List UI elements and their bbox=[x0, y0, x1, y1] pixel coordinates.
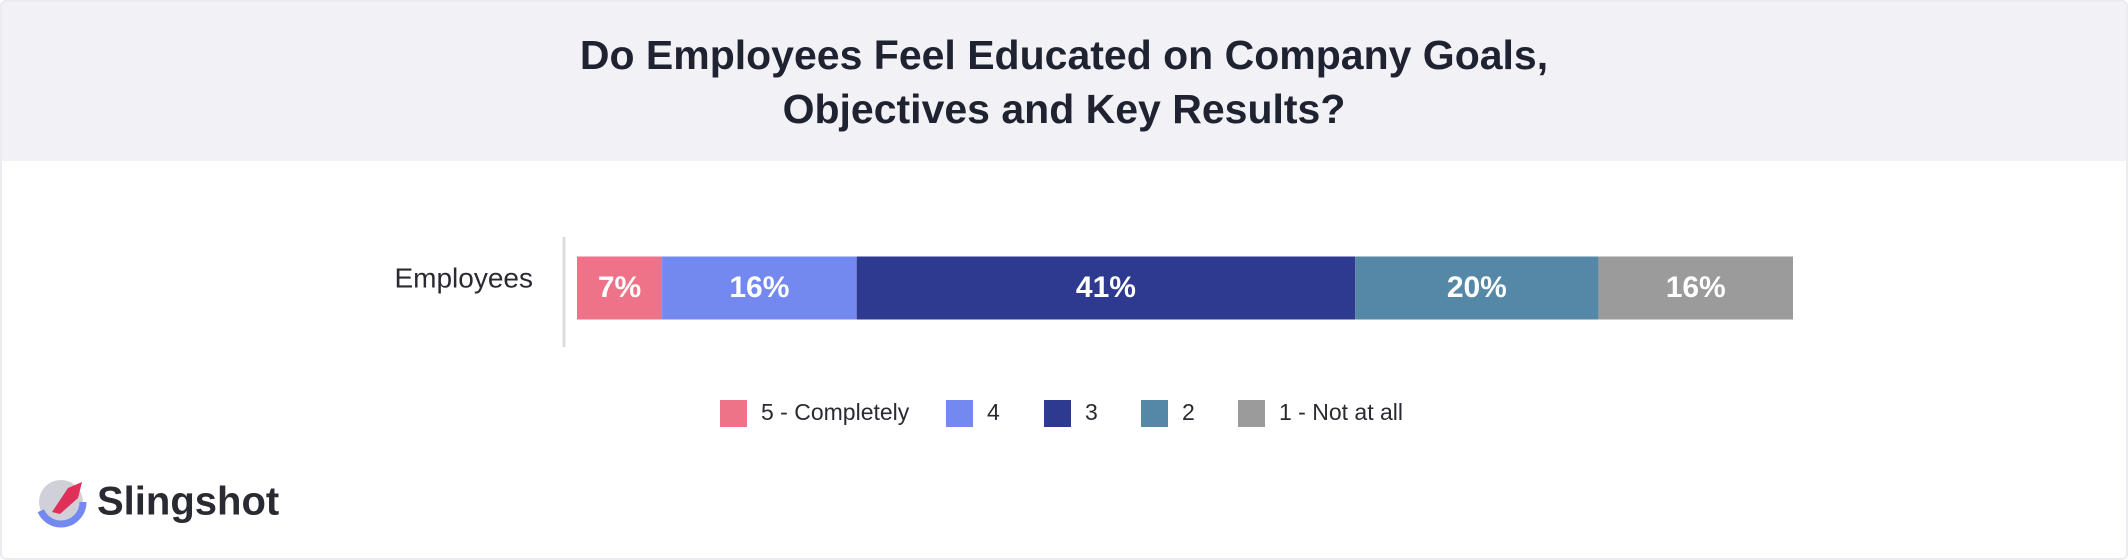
logo-rocket bbox=[52, 482, 82, 514]
bar-segment bbox=[856, 256, 1356, 320]
legend-label: 4 bbox=[987, 399, 1000, 425]
y-tick-label: Employees bbox=[394, 262, 533, 293]
value-label: 20% bbox=[1447, 271, 1507, 304]
chart-title: Do Employees Feel Educated on Company Go… bbox=[579, 31, 1549, 132]
legend-label: 2 bbox=[1182, 399, 1195, 425]
brand-name: Slingshot bbox=[97, 480, 279, 524]
legend-swatch bbox=[1044, 400, 1071, 427]
bar-segment bbox=[1355, 256, 1599, 320]
legend-label: 1 - Not at all bbox=[1279, 399, 1403, 425]
value-label: 16% bbox=[1666, 271, 1726, 304]
value-label: 16% bbox=[729, 271, 789, 304]
legend-label: 3 bbox=[1085, 399, 1098, 425]
logo-icon bbox=[35, 476, 87, 528]
bar-segment bbox=[1598, 256, 1793, 320]
legend-swatch bbox=[946, 400, 973, 427]
legend-swatch bbox=[720, 400, 747, 427]
bar-segment bbox=[662, 256, 857, 320]
legend-label: 5 - Completely bbox=[761, 399, 910, 425]
legend-swatch bbox=[1238, 400, 1265, 427]
bar-segment bbox=[577, 256, 663, 320]
header: Do Employees Feel Educated on Company Go… bbox=[2, 2, 2126, 161]
value-label: 7% bbox=[598, 271, 641, 304]
value-label: 41% bbox=[1076, 271, 1136, 304]
legend-swatch bbox=[1141, 400, 1168, 427]
logo-arc bbox=[35, 476, 87, 528]
